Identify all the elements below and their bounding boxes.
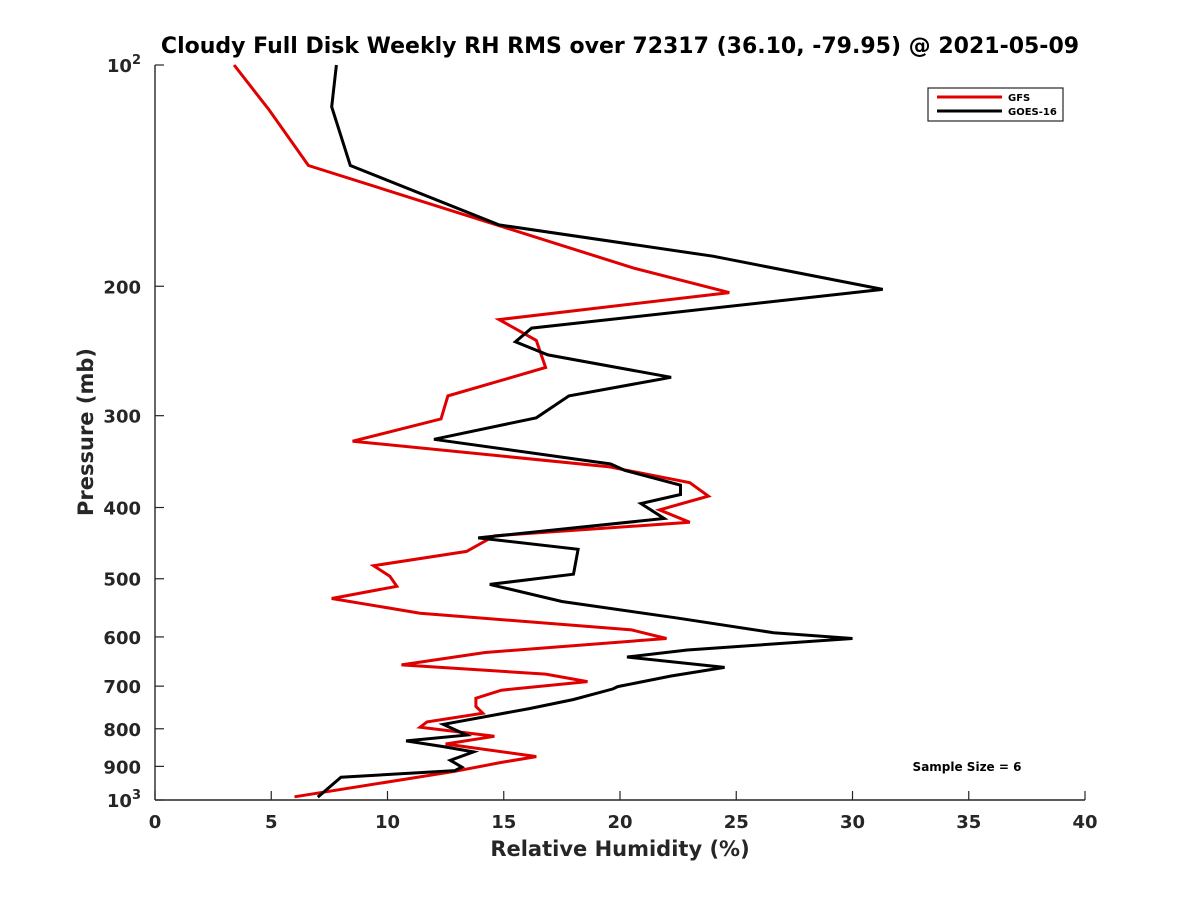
- y-tick-label: 102: [107, 53, 141, 77]
- y-tick-label: 500: [103, 570, 141, 591]
- y-tick-label: 900: [103, 757, 141, 778]
- y-tick-label-exponent: 3: [132, 788, 141, 803]
- y-axis-label: Pressure (mb): [74, 348, 98, 516]
- x-tick-label: 0: [149, 812, 162, 833]
- chart-title: Cloudy Full Disk Weekly RH RMS over 7231…: [161, 34, 1079, 59]
- y-tick-label-exponent: 2: [132, 53, 141, 68]
- y-tick-label: 800: [103, 720, 141, 741]
- x-axis-ticks: 0 5 10 15 20 25 30 35 40: [149, 791, 1098, 833]
- series-layer: [232, 64, 883, 799]
- x-tick-label: 5: [265, 812, 278, 833]
- x-tick-label: 25: [724, 812, 749, 833]
- series-line-gfs: [232, 64, 730, 799]
- series-line-goes-16: [316, 64, 883, 799]
- y-tick-label: 600: [103, 628, 141, 649]
- sample-size-annotation: Sample Size = 6: [913, 760, 1022, 774]
- y-tick-label: 400: [103, 499, 141, 520]
- x-tick-label: 15: [491, 812, 516, 833]
- y-tick-label: 700: [103, 677, 141, 698]
- y-tick-label: 300: [103, 407, 141, 428]
- x-tick-label: 20: [607, 812, 632, 833]
- legend-label: GOES-16: [1008, 107, 1057, 118]
- x-axis-label: Relative Humidity (%): [490, 837, 749, 861]
- x-tick-label: 30: [840, 812, 865, 833]
- legend: GFS GOES-16: [927, 87, 1064, 122]
- legend-box: [927, 87, 1064, 122]
- y-tick-label-base: 10: [107, 56, 132, 77]
- y-tick-label-base: 10: [107, 791, 132, 812]
- x-tick-label: 40: [1072, 812, 1097, 833]
- legend-label: GFS: [1008, 93, 1030, 104]
- plot-area: [155, 65, 1085, 800]
- x-tick-label: 35: [956, 812, 981, 833]
- y-tick-label: 200: [103, 277, 141, 298]
- y-tick-label: 103: [107, 788, 141, 812]
- x-tick-label: 10: [375, 812, 400, 833]
